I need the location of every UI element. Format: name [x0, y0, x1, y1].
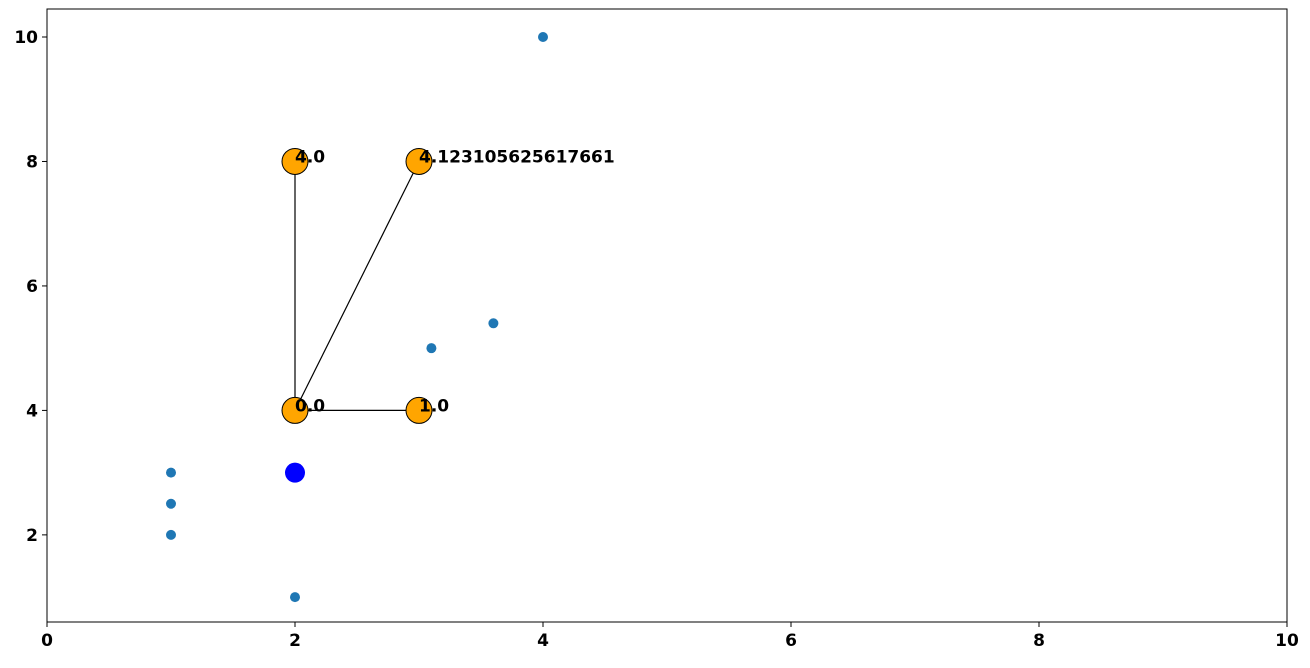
- connector: [294, 161, 420, 411]
- x-tick-label: 0: [41, 631, 53, 651]
- point: [405, 147, 433, 175]
- y-tick-label: 8: [26, 152, 38, 172]
- point: [281, 147, 309, 175]
- point: [405, 396, 433, 424]
- point: [426, 343, 437, 354]
- point-label: 4.123105625617661: [419, 147, 615, 167]
- plot-frame: [46, 8, 1288, 623]
- x-tick-label: 10: [1275, 631, 1299, 651]
- x-tick-label: 4: [537, 631, 549, 651]
- point-label: 0.0: [295, 396, 325, 416]
- point: [488, 318, 499, 329]
- point: [166, 467, 176, 478]
- point-label: 4.0: [295, 147, 325, 167]
- y-tick-label: 6: [26, 277, 38, 297]
- point: [538, 32, 548, 43]
- point-label: 1.0: [419, 396, 449, 416]
- x-tick-label: 8: [1033, 631, 1045, 651]
- point: [166, 529, 176, 540]
- x-tick-label: 6: [785, 631, 797, 651]
- point: [281, 396, 309, 424]
- y-tick-label: 4: [26, 401, 38, 421]
- point: [285, 462, 305, 483]
- x-tick-label: 2: [289, 631, 301, 651]
- point: [290, 592, 300, 603]
- y-tick-label: 10: [14, 28, 38, 48]
- point: [166, 498, 176, 509]
- y-tick-label: 2: [26, 526, 38, 546]
